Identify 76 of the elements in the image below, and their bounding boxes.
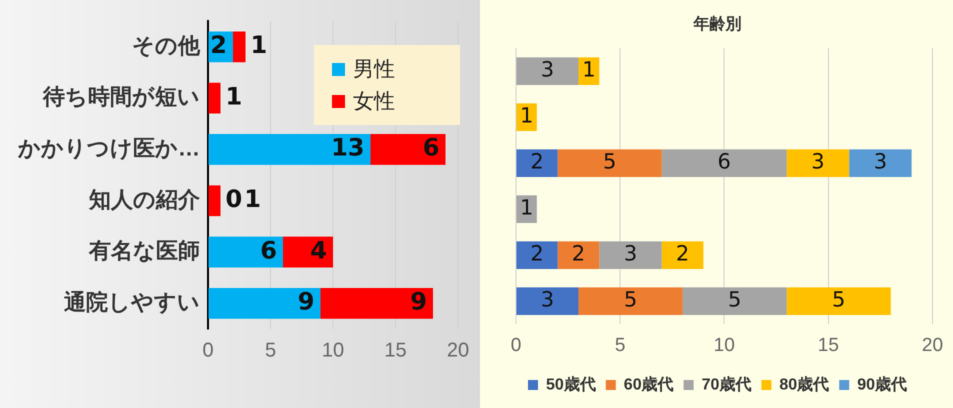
bar <box>516 241 558 269</box>
data-label: 3 <box>540 288 554 312</box>
y-tick-label: 待ち時間が短い <box>42 84 200 110</box>
bar <box>208 236 283 268</box>
x-tick-label: 5 <box>264 340 276 362</box>
x-tick-label: 0 <box>510 334 522 356</box>
data-label: 4 <box>310 236 327 264</box>
data-label: 13 <box>331 134 364 162</box>
bar <box>208 185 220 216</box>
data-label: 5 <box>832 288 846 312</box>
data-label: 1 <box>520 104 534 128</box>
data-label: 2 <box>530 150 544 174</box>
x-tick-label: 0 <box>202 340 214 362</box>
bar <box>786 149 850 177</box>
x-tick-label: 10 <box>322 340 344 362</box>
y-tick-label: 有名な医師 <box>88 238 200 264</box>
x-tick-label: 10 <box>714 334 735 356</box>
bar <box>662 241 704 269</box>
data-label: 3 <box>874 150 888 174</box>
data-label: 1 <box>226 82 242 110</box>
chart-title: 年齢別 <box>692 15 742 34</box>
legend-label: 80歳代 <box>779 375 830 394</box>
bar <box>599 241 662 269</box>
y-tick-label: かかりつけ医か… <box>17 136 200 161</box>
data-label: 5 <box>603 150 616 174</box>
bar <box>682 287 787 315</box>
data-label: 6 <box>422 134 440 162</box>
data-label: 2 <box>530 242 544 266</box>
bar <box>208 288 320 319</box>
data-label: 5 <box>728 288 742 312</box>
data-label: 1 <box>520 196 534 220</box>
x-tick-label: 20 <box>446 340 470 362</box>
bar <box>558 241 600 269</box>
bar <box>283 236 333 268</box>
y-tick-label: 通院しやすい <box>63 289 200 314</box>
legend-label: 女性 <box>353 88 395 115</box>
bar <box>516 287 578 315</box>
data-label: 2 <box>210 31 227 60</box>
data-label: 3 <box>624 242 638 266</box>
legend-label: 50歳代 <box>546 375 596 394</box>
y-tick-label: その他 <box>132 32 201 58</box>
x-tick-label: 20 <box>922 334 944 356</box>
data-label: 6 <box>260 236 277 264</box>
bar <box>578 57 600 85</box>
bar <box>320 288 433 319</box>
legend-label: 男性 <box>353 56 395 83</box>
bar <box>516 57 578 85</box>
bar <box>578 287 683 315</box>
bar <box>558 149 662 177</box>
bar <box>786 287 891 315</box>
data-label: 1 <box>582 58 596 82</box>
x-tick-label: 5 <box>614 334 626 356</box>
legend-label: 90歳代 <box>857 375 907 394</box>
y-tick-label: 知人の紹介 <box>88 186 201 212</box>
data-label: 6 <box>718 150 731 174</box>
data-label: 1 <box>250 31 268 60</box>
bar <box>233 31 246 62</box>
data-label: 3 <box>540 58 554 82</box>
bar <box>516 149 558 177</box>
x-tick-label: 15 <box>384 340 407 362</box>
bar <box>662 149 787 177</box>
bar <box>208 134 370 165</box>
data-label: 2 <box>572 242 586 266</box>
data-label: 2 <box>676 242 690 266</box>
data-label: 0 <box>226 184 242 213</box>
data-label: 9 <box>410 288 427 316</box>
bar <box>849 149 912 177</box>
x-tick-label: 15 <box>818 334 839 356</box>
data-label: 1 <box>244 184 261 213</box>
bar <box>370 134 446 165</box>
bar <box>208 82 220 114</box>
data-label: 3 <box>811 150 825 174</box>
data-label: 5 <box>624 288 638 312</box>
legend-label: 70歳代 <box>702 375 752 394</box>
legend-label: 60歳代 <box>624 375 674 394</box>
data-label: 9 <box>298 288 314 316</box>
